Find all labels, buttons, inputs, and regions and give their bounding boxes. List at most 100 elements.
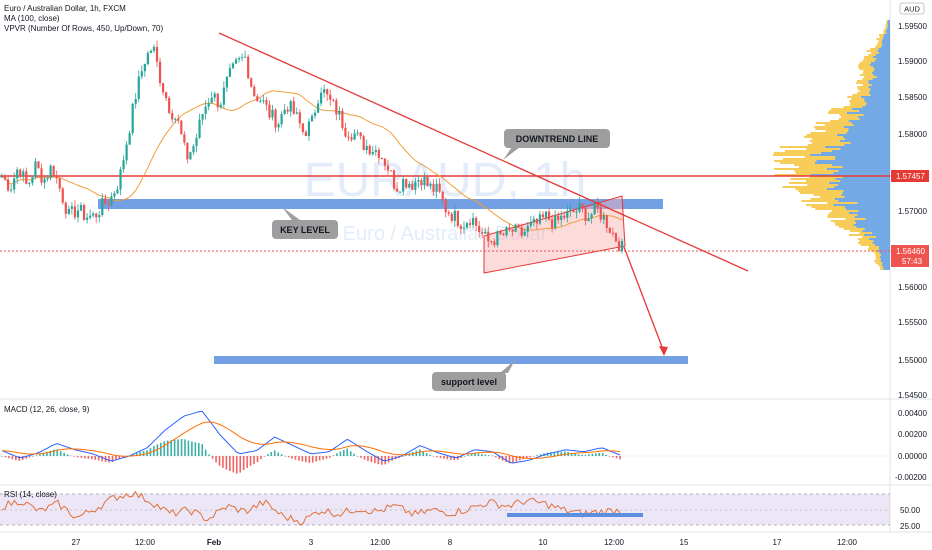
volume-bar [876,236,890,238]
candle-body [453,210,456,221]
time-tick: 17 [773,538,782,547]
macd-hist-bar [325,456,328,459]
candle-body [383,158,387,166]
candle-body [216,93,219,108]
macd-hist-bar [595,453,597,456]
time-tick: 12:00 [370,538,391,547]
legend-vpvr[interactable]: VPVR (Number Of Rows, 450, Up/Down, 70) [4,24,164,33]
volume-bar [862,236,877,238]
volume-bar [858,64,870,66]
candle-body [547,211,551,220]
macd-hist-bar [97,456,100,461]
candle-body [70,206,74,209]
candle-body [508,227,511,230]
volume-bar [845,138,890,140]
candle-body [13,178,16,190]
macd-hist-bar [253,456,255,465]
macd-hist-bar [156,444,159,456]
price-axis[interactable]: AUD 1.59500 1.59000 1.58500 1.58000 1.57… [891,2,929,400]
volume-bar [860,74,874,76]
currency-badge-text: AUD [904,5,920,14]
volume-bar [815,122,852,124]
ascending-channel[interactable] [483,195,626,274]
volume-bar [813,194,842,196]
macd-hist-bar [177,439,179,456]
candle-body [186,142,189,160]
currency-badge[interactable] [899,2,925,15]
candle-body [587,218,590,221]
candle-body [31,177,34,184]
macd-hist-bar [56,449,59,456]
support-callout[interactable]: support level [432,360,515,391]
volume-bar [838,226,857,228]
macd-hist-bar [215,456,217,463]
macd-pane[interactable] [0,400,890,484]
volume-bar [849,212,890,214]
macd-axis[interactable]: 0.00400 0.00200 0.00000 -0.00200 [895,409,927,482]
support-zone[interactable] [214,356,688,364]
candle-body [171,112,174,120]
candle-body [584,207,587,221]
macd-hist-bar [122,456,124,458]
volume-bar [804,136,844,138]
macd-hist-bar [377,456,380,465]
volume-bar [870,94,890,96]
candle-body [359,132,362,137]
macd-hist-bar [460,456,462,458]
macd-signal-line [1,421,621,460]
candle-body [67,208,70,214]
candle-body [478,225,481,233]
key-level-callout-pointer [282,207,300,220]
volume-bar [862,78,873,80]
candle-body [95,213,98,218]
candle-body [456,210,459,227]
macd-tick: 0.00400 [898,409,927,418]
volume-bar [872,66,890,68]
candle-body [16,169,19,179]
downtrend-callout[interactable]: DOWNTREND LINE [503,129,610,160]
macd-hist-bar [280,454,283,456]
legend-ma[interactable]: MA (100, close) [4,14,60,23]
rsi-axis[interactable]: 50.00 25.00 [900,506,921,531]
candle-body [338,110,341,115]
volume-bar [869,238,890,240]
candle-body [447,212,450,214]
volume-bar [871,72,890,74]
candle-body [468,223,472,225]
rsi-zone[interactable] [507,513,643,517]
macd-hist-bar [336,453,338,456]
key-level-callout[interactable]: KEY LEVEL [272,207,338,239]
projection-arrowhead [659,346,668,356]
volume-bar [873,70,890,72]
volume-bar [832,164,890,166]
macd-hist-bar [211,456,214,459]
volume-bar [848,128,890,130]
legend-title[interactable]: Euro / Australian Dollar, 1h, FXCM [4,4,126,13]
macd-hist-bar [384,456,387,465]
legend-rsi[interactable]: RSI (14, close) [4,490,57,499]
macd-hist-bar [363,456,366,460]
volume-bar [864,100,890,102]
volume-bar [880,260,890,262]
macd-hist-bar [481,454,483,456]
volume-bar [833,204,890,206]
chart-legend[interactable]: Euro / Australian Dollar, 1h, FXCM MA (1… [4,4,163,34]
volume-bar [874,252,880,254]
volume-bar [870,62,890,64]
projection-arrow[interactable] [623,246,665,353]
volume-bar [847,96,861,98]
key-level-callout-text: KEY LEVEL [280,225,330,235]
time-axis[interactable]: 27 12:00 Feb 3 12:00 8 10 12:00 15 17 12… [72,538,858,547]
candle-body [125,144,128,161]
macd-hist-bar [46,451,48,456]
downtrend-line[interactable] [218,32,749,272]
price-tick: 1.59500 [898,22,927,31]
volume-bar [851,108,890,110]
key-level-zone[interactable] [98,199,663,209]
volume-bar [881,42,890,44]
macd-hist-bar [484,454,487,456]
candle-body [550,219,554,228]
volume-bar [834,198,890,200]
legend-macd[interactable]: MACD (12, 26, close, 9) [4,405,90,414]
